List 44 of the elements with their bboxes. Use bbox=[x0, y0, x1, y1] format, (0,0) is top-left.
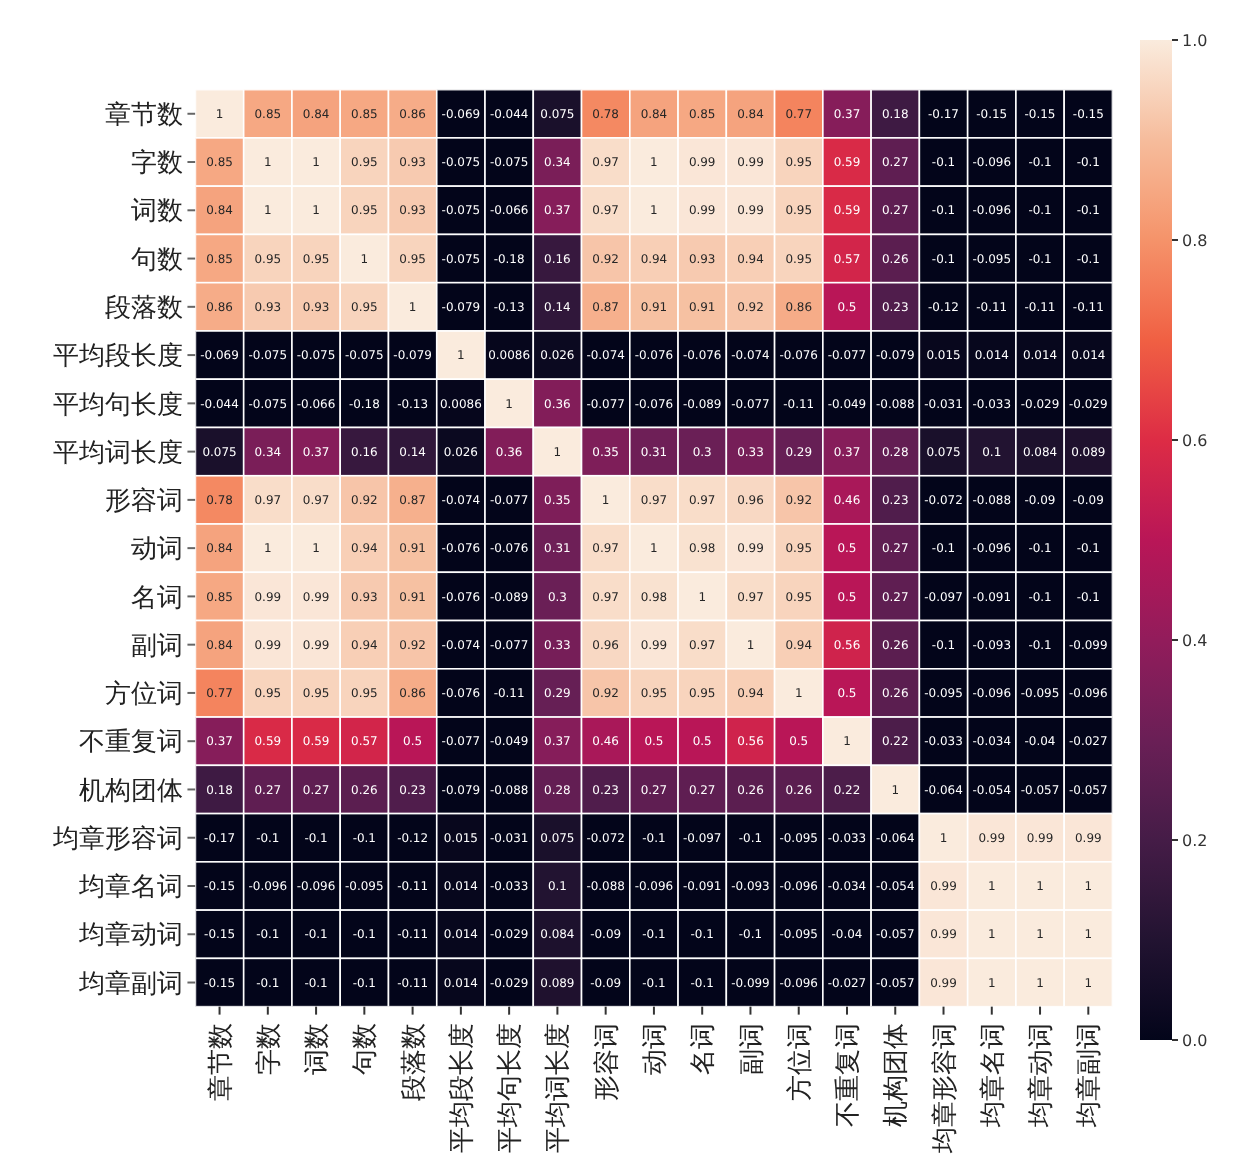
y-tick-label: 平均句长度 bbox=[53, 388, 184, 421]
x-tick-label: 词数 bbox=[303, 1022, 334, 1075]
x-tick-label: 动词 bbox=[641, 1022, 671, 1075]
x-tick-label: 机构团体 bbox=[882, 1022, 913, 1127]
color-bar-label: 0.0 bbox=[1182, 1031, 1208, 1050]
x-tick-label: 均章动词 bbox=[1027, 1022, 1058, 1129]
y-tick-label: 均章形容词 bbox=[51, 822, 184, 855]
y-tick-label: 均章副词 bbox=[77, 969, 184, 1000]
x-tick-label: 均章名词 bbox=[978, 1022, 1009, 1129]
y-tick-label: 章节数 bbox=[105, 100, 184, 131]
x-tick-label: 均章形容词 bbox=[928, 1022, 961, 1155]
x-tick-label: 形容词 bbox=[590, 1022, 623, 1101]
x-tick-label: 平均段长度 bbox=[445, 1022, 478, 1153]
y-tick-label: 段落数 bbox=[105, 294, 184, 325]
x-tick-label: 字数 bbox=[252, 1022, 285, 1075]
x-tick-label: 章节数 bbox=[206, 1022, 237, 1101]
x-tick-label: 名词 bbox=[689, 1022, 720, 1075]
y-tick-label: 平均词长度 bbox=[53, 436, 184, 469]
color-bar-label: 1.0 bbox=[1182, 31, 1208, 50]
y-tick-label: 词数 bbox=[131, 197, 184, 228]
x-tick-label: 平均句长度 bbox=[494, 1022, 527, 1153]
x-tick-label: 副词 bbox=[737, 1022, 768, 1075]
x-tick-label: 句数 bbox=[351, 1022, 382, 1075]
y-tick-label: 机构团体 bbox=[79, 776, 184, 807]
color-bar-label: 0.2 bbox=[1182, 831, 1208, 850]
y-tick-label: 字数 bbox=[131, 147, 184, 180]
color-bar-label: 0.8 bbox=[1182, 231, 1208, 250]
color-bar-label: 0.4 bbox=[1182, 631, 1208, 650]
y-tick-label: 不重复词 bbox=[79, 728, 184, 759]
y-tick-label: 形容词 bbox=[105, 485, 184, 518]
y-tick-label: 均章名词 bbox=[77, 873, 184, 904]
y-tick-label: 动词 bbox=[131, 535, 184, 566]
y-tick-label: 副词 bbox=[131, 631, 184, 662]
x-tick-label: 均章副词 bbox=[1075, 1022, 1106, 1129]
x-tick-label: 不重复词 bbox=[834, 1022, 865, 1127]
x-tick-label: 方位词 bbox=[783, 1022, 816, 1101]
y-tick-label: 名词 bbox=[131, 583, 184, 614]
y-tick-label: 方位词 bbox=[105, 678, 184, 711]
x-tick-label: 段落数 bbox=[399, 1022, 430, 1101]
y-tick-label: 平均段长度 bbox=[53, 340, 184, 373]
x-tick-label: 平均词长度 bbox=[542, 1022, 575, 1153]
y-tick-label: 句数 bbox=[131, 245, 184, 276]
color-bar-label: 0.6 bbox=[1182, 431, 1208, 450]
y-tick-label: 均章动词 bbox=[77, 921, 184, 952]
